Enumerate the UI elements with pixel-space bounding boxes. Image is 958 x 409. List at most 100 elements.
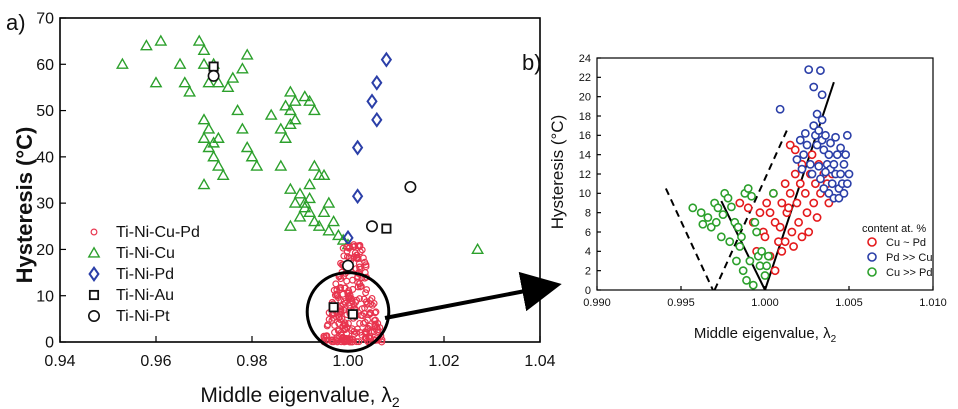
b-point-pd-cu	[812, 140, 822, 150]
panel-a-scatter: a) 0.94 0.96 0.98 1.00 1.02 1.04 0 10 20 30 40 50 60…	[6, 10, 556, 409]
b-point-cu-pd	[732, 256, 741, 266]
panel-a-xlabel: Middle eigenvalue, λ2	[200, 384, 399, 409]
a-xtick-label: 1.00	[332, 353, 363, 370]
a-point-ti-ni-cu	[331, 228, 345, 241]
b-legend-label: Pd >> Cu	[886, 252, 932, 264]
panel-a-points	[115, 34, 485, 346]
a-point-ti-ni-cu-pd	[353, 251, 361, 259]
b-point-cu-pd	[716, 232, 726, 242]
a-point-ti-ni-cu-pd	[341, 284, 349, 292]
b-point-pd-cu	[821, 167, 830, 177]
b-point-pd-cu	[836, 169, 845, 179]
a-ytick-label: 30	[36, 196, 54, 213]
panel-a-ylabel: Hysteresis (°C)	[12, 127, 37, 284]
a-point-ti-ni-cu	[279, 99, 293, 111]
a-xtick-label: 1.04	[524, 353, 555, 370]
a-point-ti-ni-cu	[288, 113, 302, 125]
a-point-ti-ni-cu-pd	[339, 244, 347, 252]
a-point-ti-ni-cu-pd	[330, 338, 338, 346]
a-point-ti-ni-cu	[288, 196, 302, 208]
b-point-pd-cu	[817, 115, 827, 125]
a-point-ti-ni-cu-pd	[353, 338, 361, 346]
b-point-cu-pd	[789, 242, 798, 251]
a-point-ti-ni-cu-pd	[378, 338, 386, 346]
b-point-pd-cu	[816, 66, 825, 75]
a-point-ti-ni-cu	[293, 187, 307, 199]
a-point-ti-ni-cu-pd	[371, 322, 379, 330]
a-point-ti-ni-cu	[240, 140, 254, 153]
b-point-cu-pd	[794, 217, 803, 227]
b-legend-marker	[867, 237, 877, 247]
b-point-pd-cu	[842, 130, 852, 140]
a-point-ti-ni-cu-pd	[366, 309, 374, 317]
b-point-pd-cu	[836, 143, 845, 153]
b-legend-marker	[867, 252, 877, 262]
panel-b-legend-title: content at. %	[862, 223, 926, 235]
a-point-ti-ni-cu-pd	[337, 283, 345, 291]
a-point-ti-ni-cu	[202, 76, 216, 88]
b-point-cu-pd	[792, 198, 802, 208]
b-point-pd-cu	[831, 132, 840, 142]
a-point-ti-ni-cu-pd	[360, 319, 367, 327]
b-point-pd-cu	[817, 90, 827, 100]
b-point-cu-pd	[735, 242, 745, 251]
b-point-cu-pd	[790, 145, 800, 155]
a-point-ti-ni-cu	[240, 48, 254, 60]
b-ytick-label: 22	[579, 72, 591, 84]
a-ytick-label: 0	[45, 335, 54, 352]
a-point-ti-ni-pt	[404, 180, 417, 193]
b-ytick-label: 2	[585, 266, 591, 278]
a-point-ti-ni-au	[328, 302, 339, 313]
a-point-ti-ni-cu	[245, 150, 259, 162]
a-legend-marker	[90, 228, 98, 236]
a-point-ti-ni-cu	[322, 224, 336, 236]
a-point-ti-ni-cu-pd	[333, 338, 341, 346]
a-point-ti-ni-cu-pd	[363, 286, 371, 294]
a-point-ti-ni-cu	[312, 219, 326, 231]
b-point-pd-cu	[809, 121, 819, 131]
b-point-pd-cu	[807, 169, 817, 179]
a-point-ti-ni-pt	[365, 220, 378, 233]
panel-a-label: a)	[6, 10, 26, 35]
b-point-cu-pd	[780, 179, 790, 189]
b-point-cu-pd	[757, 246, 767, 256]
b-point-cu-pd	[747, 191, 756, 201]
a-point-ti-ni-cu	[154, 34, 168, 46]
a-point-ti-ni-cu	[283, 117, 297, 130]
a-point-ti-ni-cu	[226, 71, 240, 83]
b-xtick-label: 0.995	[667, 297, 695, 309]
a-point-ti-ni-cu	[303, 94, 317, 106]
a-point-ti-ni-cu-pd	[349, 285, 357, 293]
a-point-ti-ni-cu	[293, 210, 307, 222]
a-point-ti-ni-cu-pd	[332, 280, 340, 288]
b-point-cu-pd	[703, 213, 713, 222]
b-point-pd-cu	[775, 104, 785, 114]
b-ytick-label: 20	[579, 92, 591, 104]
b-point-pd-cu	[819, 145, 829, 155]
b-point-pd-cu	[829, 159, 839, 169]
a-point-ti-ni-cu-pd	[362, 263, 370, 271]
a-point-ti-ni-cu-pd	[330, 286, 338, 294]
a-point-ti-ni-cu	[178, 76, 192, 88]
b-ytick-label: 10	[579, 188, 591, 200]
a-point-ti-ni-cu-pd	[359, 312, 367, 320]
a-point-ti-ni-cu-pd	[362, 289, 370, 297]
a-ytick-label: 50	[36, 103, 54, 120]
b-point-cu-pd	[812, 213, 822, 222]
b-point-cu-pd	[718, 210, 728, 219]
a-point-ti-ni-au	[208, 61, 219, 72]
b-point-cu-pd	[743, 203, 753, 213]
b-ytick-label: 6	[585, 227, 591, 239]
b-point-cu-pd	[807, 150, 817, 160]
b-point-cu-pd	[725, 237, 735, 247]
a-legend-marker	[88, 309, 101, 322]
a-point-ti-ni-cu-pd	[350, 301, 358, 309]
a-ytick-label: 10	[36, 288, 54, 305]
a-point-ti-ni-cu-pd	[369, 301, 376, 309]
panel-b-ticks: 0.990 0.995 1.000 1.005 1.010024681012141618…	[579, 53, 947, 309]
b-point-cu-pd	[760, 232, 770, 242]
b-ytick-label: 0	[585, 285, 591, 297]
a-point-ti-ni-cu	[298, 201, 312, 213]
a-point-ti-ni-cu	[115, 57, 129, 69]
